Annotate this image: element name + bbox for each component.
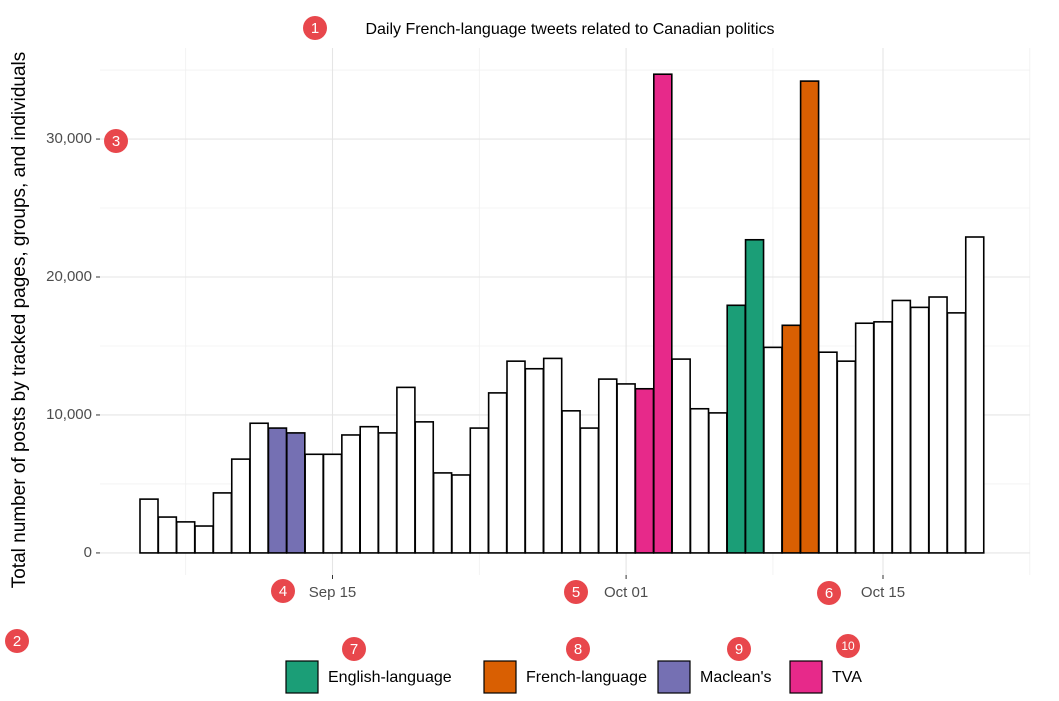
bar bbox=[194, 525, 214, 554]
bar bbox=[561, 410, 581, 554]
bar bbox=[175, 521, 196, 554]
bar bbox=[469, 427, 490, 554]
badge bbox=[342, 637, 366, 661]
bar bbox=[414, 421, 435, 554]
bar bbox=[212, 492, 233, 554]
y-axis-label: Total number of posts by tracked pages, … bbox=[9, 52, 30, 589]
bar bbox=[946, 312, 967, 554]
legend-label: TVA bbox=[832, 669, 862, 686]
bar bbox=[542, 357, 563, 554]
bar bbox=[524, 367, 545, 554]
legend-label: English-language bbox=[328, 669, 452, 686]
bar bbox=[836, 360, 857, 554]
bar bbox=[322, 453, 343, 554]
y-tick-label: 20,000 bbox=[46, 268, 92, 285]
bar bbox=[708, 412, 728, 554]
bar bbox=[396, 386, 416, 554]
bar bbox=[157, 516, 178, 554]
badge-label: 7 bbox=[350, 641, 358, 658]
bar bbox=[781, 324, 802, 554]
x-tick-label: Oct 15 bbox=[861, 584, 905, 601]
bar bbox=[487, 392, 508, 554]
y-tick-label: 10,000 bbox=[46, 406, 92, 423]
badge-label: 2 bbox=[13, 633, 21, 650]
badge bbox=[566, 637, 590, 661]
bar bbox=[230, 458, 251, 554]
badge bbox=[303, 16, 327, 40]
bar bbox=[964, 236, 985, 554]
bar bbox=[671, 358, 691, 554]
bar bbox=[597, 378, 618, 554]
bar bbox=[689, 407, 710, 554]
y-tick-label: 0 bbox=[84, 544, 92, 561]
badge-label: 1 bbox=[311, 20, 319, 37]
legend-swatch bbox=[483, 660, 517, 694]
bar bbox=[139, 498, 159, 554]
legend-swatch bbox=[657, 660, 691, 694]
badge-label: 9 bbox=[735, 641, 743, 658]
badge-label: 8 bbox=[574, 641, 582, 658]
bar bbox=[634, 387, 655, 554]
bar bbox=[432, 472, 453, 554]
bar bbox=[854, 322, 875, 554]
bar bbox=[341, 434, 361, 554]
bar bbox=[928, 296, 948, 554]
bar bbox=[909, 306, 930, 554]
badge bbox=[5, 629, 29, 653]
bar bbox=[451, 474, 471, 554]
bar bbox=[267, 427, 288, 554]
badge-label: 3 bbox=[112, 133, 120, 150]
bar bbox=[579, 427, 600, 554]
bar bbox=[506, 360, 526, 554]
bar bbox=[652, 73, 673, 554]
legend-label: French-language bbox=[526, 669, 647, 686]
bar bbox=[249, 422, 269, 554]
legend-swatch bbox=[789, 660, 823, 694]
badge-label: 4 bbox=[279, 583, 287, 600]
chart-title: Daily French-language tweets related to … bbox=[365, 21, 774, 38]
legend-swatch bbox=[285, 660, 319, 694]
bar bbox=[359, 425, 380, 554]
badge bbox=[836, 634, 860, 658]
legend-label: Maclean's bbox=[700, 669, 772, 686]
badge-label: 5 bbox=[572, 584, 580, 601]
bar bbox=[873, 321, 893, 554]
bar bbox=[891, 299, 912, 554]
bar bbox=[818, 351, 838, 554]
bar bbox=[304, 453, 324, 554]
badge bbox=[564, 580, 588, 604]
badge bbox=[104, 129, 128, 153]
badge bbox=[727, 637, 751, 661]
bar bbox=[616, 383, 636, 554]
badge-label: 10 bbox=[841, 639, 855, 653]
badge bbox=[817, 581, 841, 605]
badge bbox=[271, 579, 295, 603]
badge-label: 6 bbox=[825, 585, 833, 602]
bar bbox=[763, 346, 783, 554]
bar bbox=[744, 238, 765, 554]
x-tick-label: Oct 01 bbox=[604, 584, 648, 601]
bar bbox=[377, 432, 398, 554]
x-tick-label: Sep 15 bbox=[309, 584, 357, 601]
bar bbox=[285, 432, 306, 554]
bar bbox=[726, 304, 747, 554]
bar bbox=[799, 80, 820, 554]
y-tick-label: 30,000 bbox=[46, 130, 92, 147]
